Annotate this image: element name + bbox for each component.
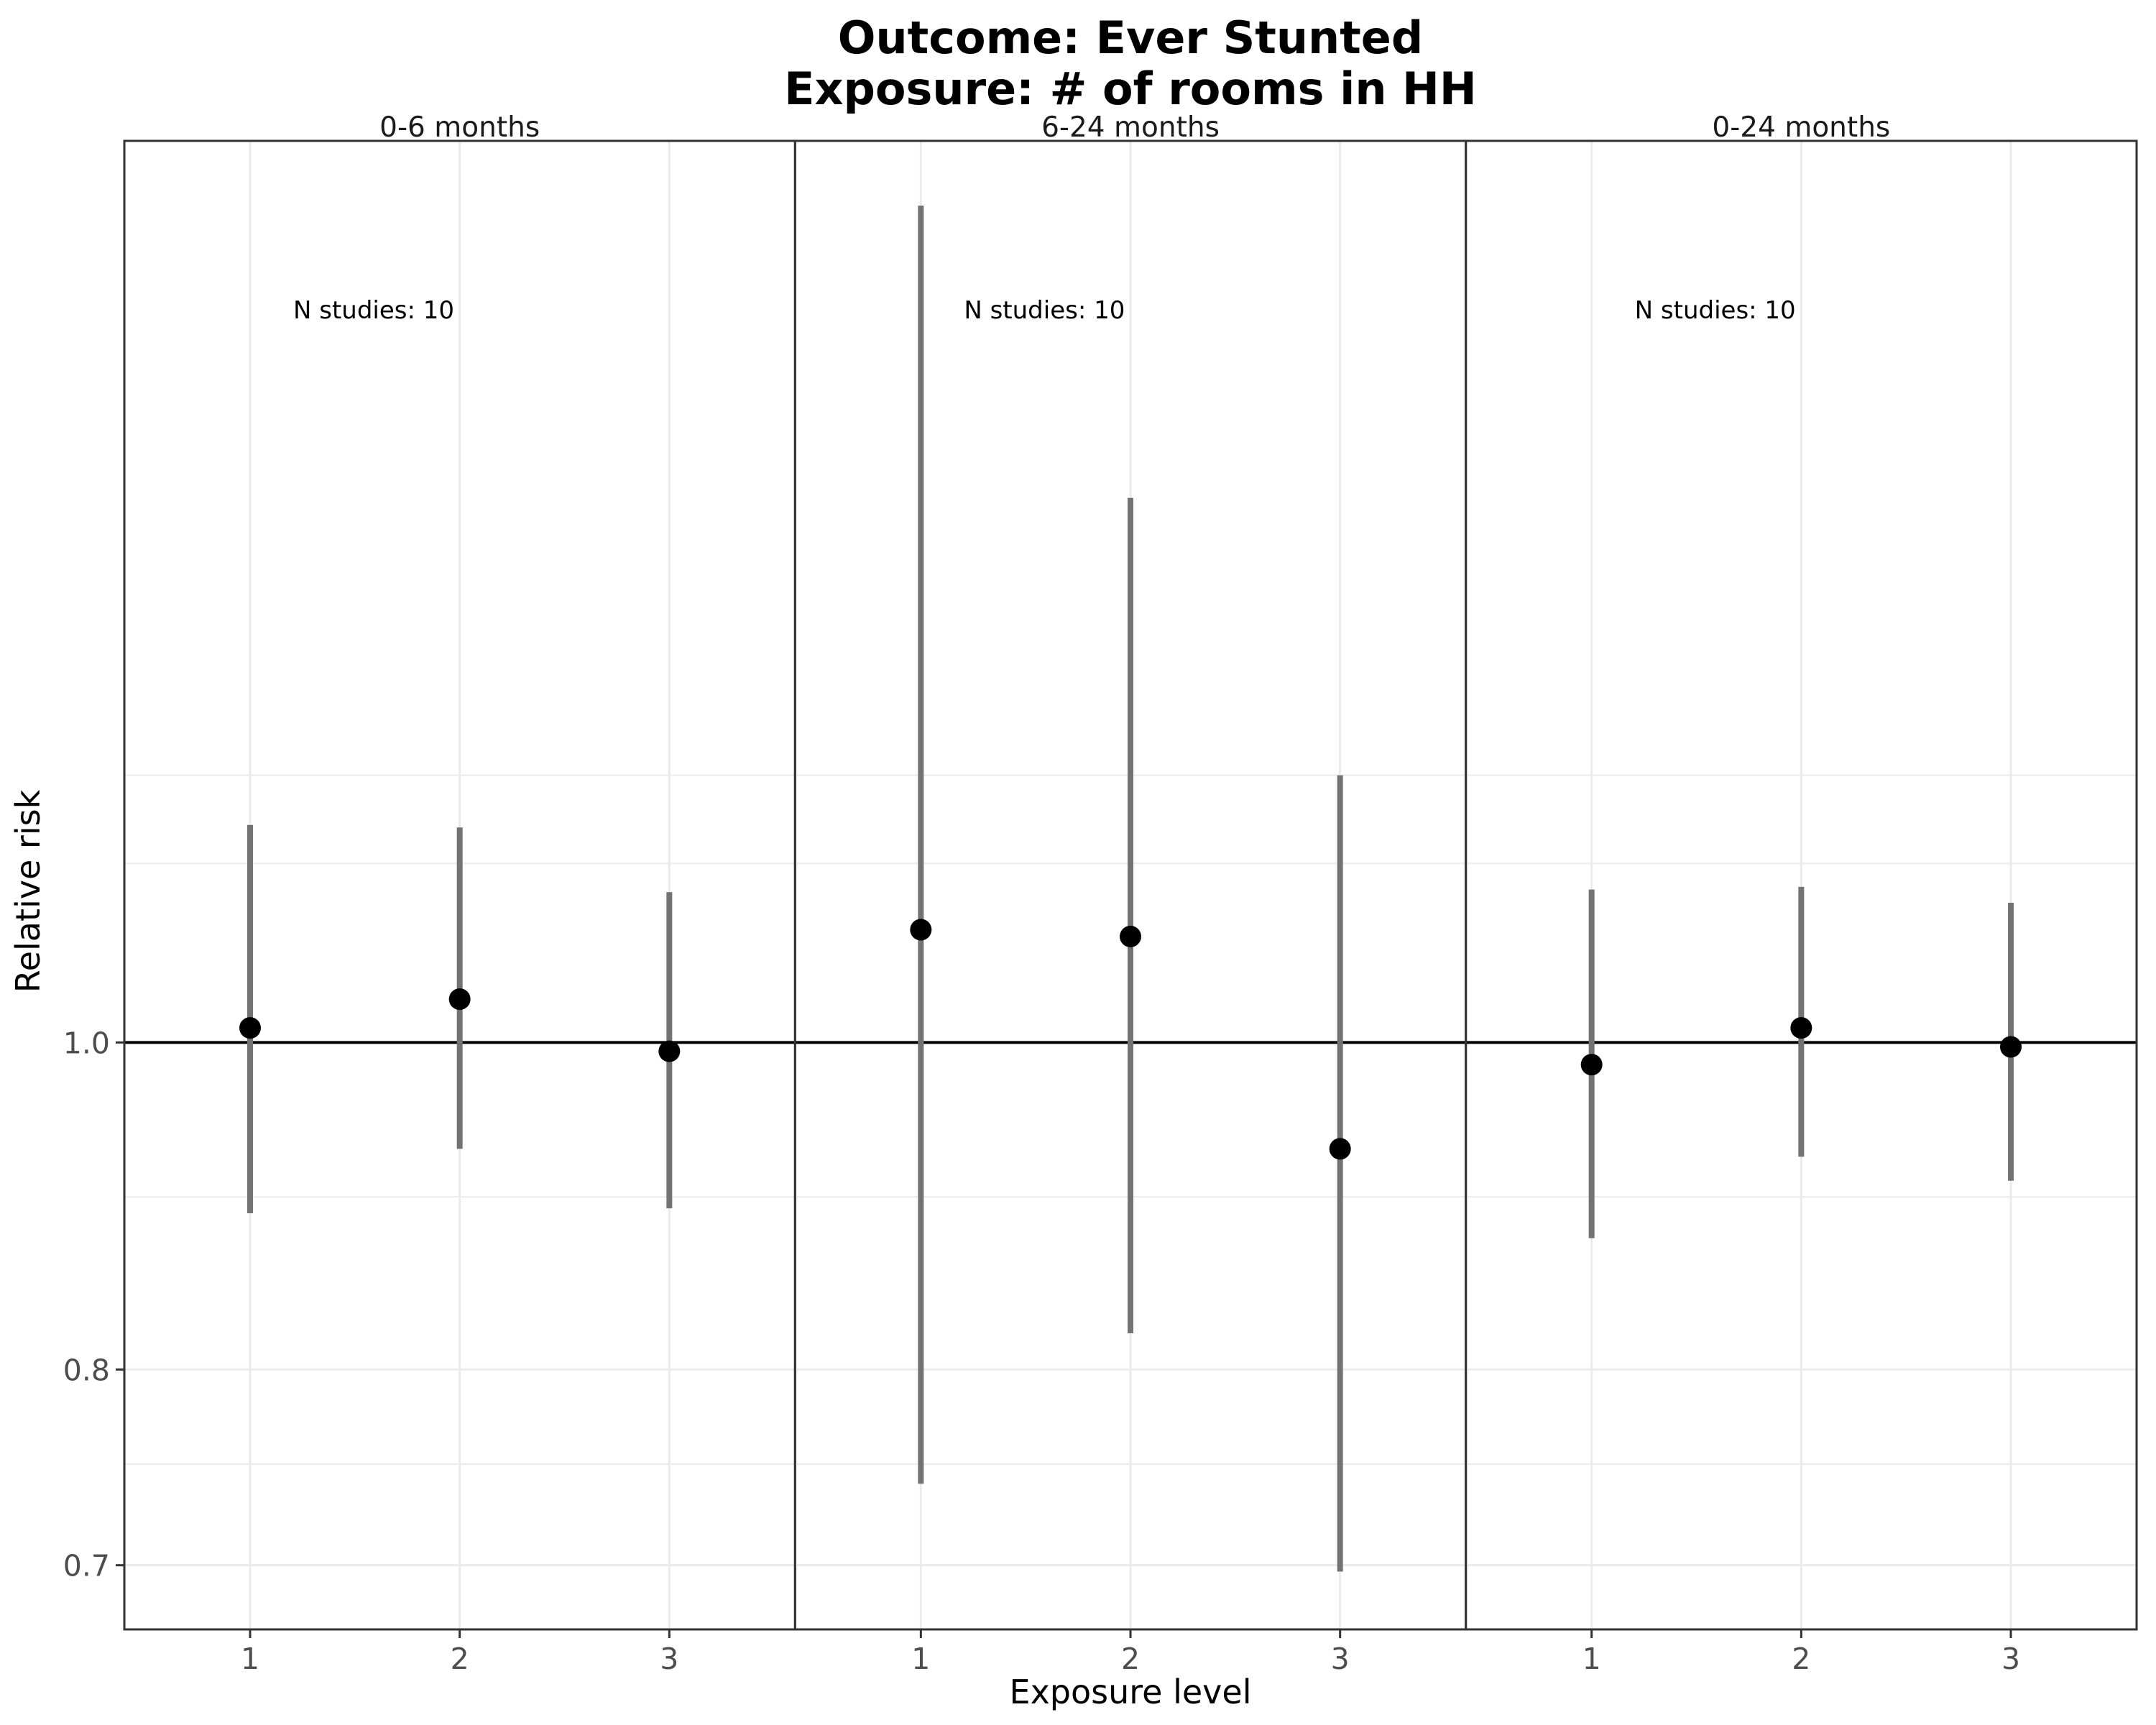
y-tick-label: 1.0 <box>63 1026 110 1060</box>
panel-label: 0-6 months <box>379 111 540 144</box>
estimate-point <box>239 1017 261 1039</box>
x-tick-label: 2 <box>451 1642 469 1676</box>
x-tick-label: 2 <box>1792 1642 1810 1676</box>
chart-subtitle: Exposure: # of rooms in HH <box>784 63 1477 115</box>
estimate-point <box>658 1040 681 1062</box>
y-tick-label: 0.7 <box>63 1549 110 1583</box>
panel-label: 6-24 months <box>1041 111 1220 144</box>
estimate-point <box>1580 1054 1603 1076</box>
x-tick-label: 2 <box>1121 1642 1140 1676</box>
estimate-point <box>2000 1036 2022 1058</box>
x-tick-label: 1 <box>1583 1642 1601 1676</box>
chart-title: Outcome: Ever Stunted <box>838 12 1423 64</box>
x-tick-label: 1 <box>911 1642 930 1676</box>
y-axis-label: Relative risk <box>9 789 47 993</box>
estimate-point <box>448 988 471 1011</box>
n-studies-annotation: N studies: 10 <box>293 296 454 325</box>
n-studies-annotation: N studies: 10 <box>1635 296 1796 325</box>
x-tick-label: 3 <box>2001 1642 2020 1676</box>
x-axis-label: Exposure level <box>1010 1673 1252 1711</box>
x-tick-label: 3 <box>1331 1642 1350 1676</box>
estimate-point <box>1329 1138 1351 1160</box>
x-tick-label: 1 <box>241 1642 259 1676</box>
x-tick-label: 3 <box>660 1642 678 1676</box>
y-tick-label: 0.8 <box>63 1353 110 1387</box>
n-studies-annotation: N studies: 10 <box>964 296 1125 325</box>
panel-label: 0-24 months <box>1712 111 1890 144</box>
estimate-point <box>910 919 932 941</box>
estimate-point <box>1790 1017 1812 1039</box>
plot-area: 0-6 months N studies: 10 1 2 3 6-24 months N s… <box>63 111 2138 1676</box>
estimate-point <box>1120 925 1141 947</box>
